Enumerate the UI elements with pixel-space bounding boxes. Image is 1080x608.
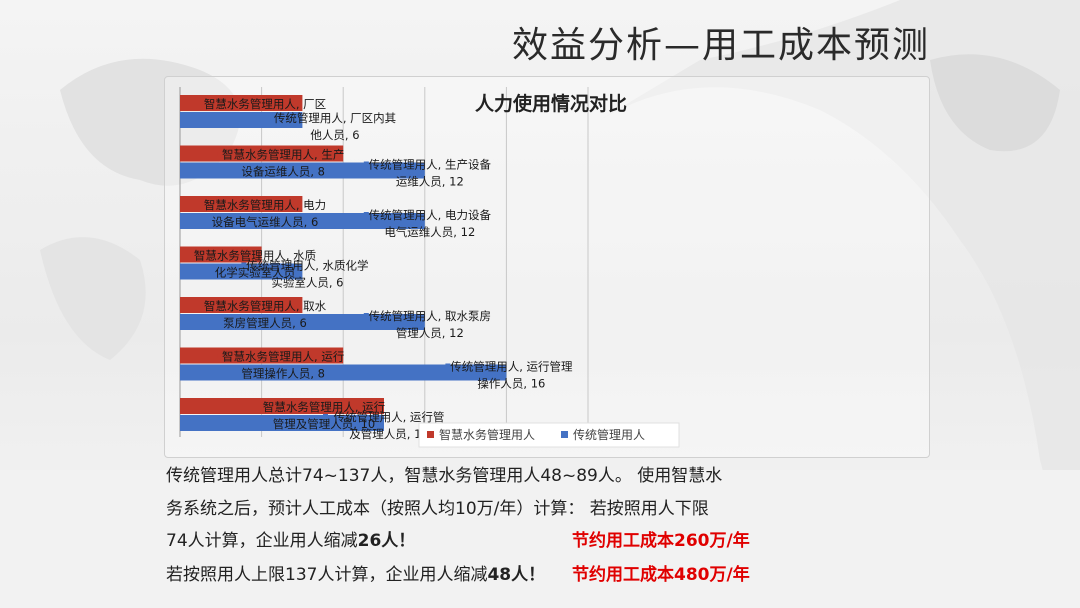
label-marker	[199, 303, 204, 308]
bar-traditional	[180, 364, 507, 381]
data-label: 操作人员, 16	[477, 377, 545, 391]
label-marker	[199, 202, 204, 207]
summary-line-1: 传统管理用人总计74~137人，智慧水务管理用人48~89人。 使用智慧水	[166, 466, 723, 486]
data-label: 智慧水务管理用人, 运行	[263, 400, 385, 414]
summary-line-2: 务系统之后，预计人工成本（按照人均10万/年）计算： 若按照用人下限	[166, 499, 709, 519]
label-marker	[258, 404, 263, 409]
summary-line-4: 若按照用人上限137人计算，企业用人缩减48人！	[166, 560, 545, 585]
bar-smart	[180, 347, 344, 364]
bar-smart	[180, 145, 344, 162]
legend-marker-smart	[427, 431, 434, 438]
label-marker	[217, 151, 223, 157]
data-label: 传统管理用人, 生产设备	[369, 158, 492, 172]
bar-smart	[180, 297, 303, 313]
label-marker	[269, 115, 274, 120]
reduction-high: 48人！	[487, 565, 546, 585]
data-label: 设备运维人员, 8	[241, 165, 325, 179]
summary-line-3-text: 74人计算，企业用人缩减	[166, 531, 358, 551]
legend-label-traditional: 传统管理用人	[573, 427, 645, 442]
bar-smart	[180, 196, 303, 212]
bar-traditional	[180, 314, 425, 330]
data-label: 管理及管理人员, 10	[273, 417, 375, 431]
label-marker	[217, 353, 223, 359]
data-label: 智慧水务管理用人, 运行	[222, 350, 344, 364]
data-label: 传统管理用人, 厂区内其	[274, 111, 396, 125]
label-marker	[323, 414, 328, 419]
saving-low: 节约用工成本260万/年	[572, 531, 750, 551]
data-label: 运维人员, 12	[396, 175, 464, 189]
data-label: 智慧水务管理用人, 电力	[204, 198, 326, 212]
slide-title: 效益分析—用工成本预测	[511, 25, 930, 66]
summary-line-3: 74人计算，企业用人缩减26人！	[166, 526, 415, 551]
data-label: 他人员, 6	[310, 128, 359, 142]
chart-title: 人力使用情况对比	[475, 92, 627, 115]
data-label: 传统管理用人, 运行管	[334, 410, 445, 424]
bar-smart	[180, 246, 262, 263]
bar-traditional	[180, 213, 425, 229]
data-label: 智慧水务管理用人, 生产	[222, 148, 344, 162]
label-marker	[241, 262, 247, 268]
bar-smart	[180, 398, 384, 414]
label-marker	[189, 252, 194, 258]
data-label: 设备电气运维人员, 6	[212, 215, 319, 229]
legend-label-smart: 智慧水务管理用人	[439, 427, 535, 442]
reduction-low: 26人！	[357, 531, 416, 551]
data-label: 智慧水务管理用人, 取水	[204, 299, 327, 313]
legend-box	[418, 422, 680, 448]
data-label: 传统管理用人, 水质化学	[246, 259, 368, 273]
data-label: 管理人员, 12	[396, 326, 464, 340]
bar-traditional	[180, 162, 425, 179]
summary-line-4-text: 若按照用人上限137人计算，企业用人缩减	[166, 565, 488, 585]
label-marker	[363, 212, 369, 217]
data-label: 传统管理用人, 取水泵房	[369, 309, 491, 323]
bar-traditional	[180, 415, 384, 431]
legend-marker-traditional	[561, 431, 568, 438]
data-label: 电气运维人员, 12	[384, 225, 475, 239]
data-label: 化学实验室人员	[215, 266, 296, 280]
data-label: 泵房管理人员, 6	[223, 316, 307, 330]
data-label: 传统管理用人, 运行管理	[450, 360, 573, 374]
label-marker	[363, 313, 369, 318]
saving-high: 节约用工成本480万/年	[572, 565, 750, 585]
data-label: 实验室人员, 6	[271, 276, 343, 290]
bar-smart	[180, 95, 303, 111]
data-label: 管理操作人员, 8	[241, 367, 325, 381]
data-label: 智慧水务管理用人, 水质	[194, 249, 316, 263]
data-label: 及管理人员, 10	[349, 427, 428, 441]
bar-traditional	[180, 263, 303, 280]
label-marker	[363, 161, 369, 167]
label-marker	[199, 101, 204, 106]
data-label: 传统管理用人, 电力设备	[369, 208, 492, 222]
data-label: 智慧水务管理用人, 厂区	[204, 97, 326, 111]
chart-frame: 智慧水务管理用人, 厂区 传统管理用人, 厂区内其 他人员, 6 智慧水务管理用人, …	[164, 76, 930, 458]
label-marker	[445, 363, 451, 369]
